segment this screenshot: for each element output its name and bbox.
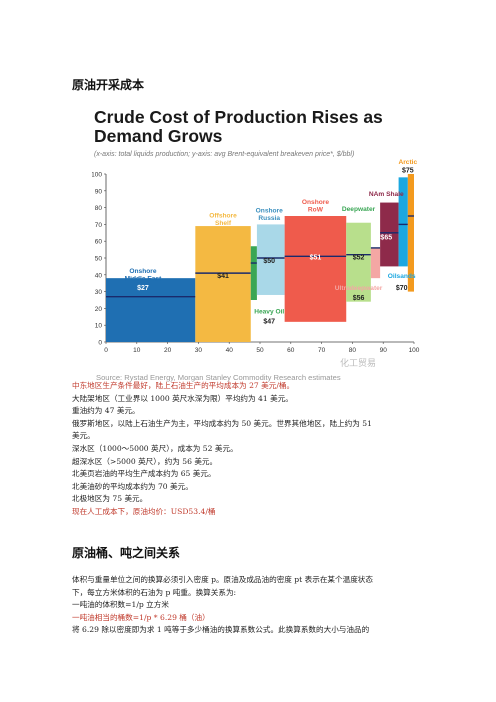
- x-tick-label: 0: [104, 347, 108, 354]
- section-heading-production-cost: 原油开采成本: [72, 78, 145, 92]
- bar-arctic: [407, 174, 414, 292]
- x-tick-label: 80: [349, 347, 357, 354]
- chart-title-line1: Crude Cost of Production Rises as: [94, 107, 383, 127]
- y-tick-label: 80: [95, 205, 103, 212]
- y-tick-label: 50: [95, 256, 103, 263]
- bar-oilsands: [398, 177, 408, 267]
- x-tick-label: 20: [164, 347, 172, 354]
- x-tick-label: 100: [409, 347, 420, 354]
- value-label: $51: [310, 255, 322, 262]
- value-label: $75: [402, 167, 414, 174]
- chart-source: Source: Rystad Energy, Morgan Stanley Co…: [96, 373, 341, 382]
- cost-text-line: 大陆架地区（工业界以 1000 英尺水深为限）平均约为 41 美元。: [72, 393, 293, 403]
- section-heading-barrel-ton: 原油桶、吨之间关系: [72, 546, 181, 560]
- category-label: Onshore: [302, 199, 329, 206]
- x-tick-label: 60: [287, 347, 295, 354]
- y-tick-label: 90: [95, 188, 103, 195]
- y-tick-label: 20: [95, 306, 103, 313]
- y-tick-label: 70: [95, 222, 103, 229]
- barrel-ton-paragraph: 体积与重量单位之间的换算必须引入密度 p。原油及成品油的密度 pt 表示在某个温…: [72, 574, 428, 637]
- cost-text-line: 北极地区为 75 美元。: [72, 494, 148, 504]
- category-label: RoW: [308, 207, 324, 214]
- value-label: $50: [263, 258, 275, 265]
- x-tick-label: 70: [318, 347, 326, 354]
- bar-heavy-oil: [250, 246, 257, 300]
- category-label: Onshore: [256, 208, 283, 215]
- x-tick-label: 30: [195, 347, 203, 354]
- chart-svg: Crude Cost of Production Rises as Demand…: [92, 107, 420, 382]
- cost-text-line: 中东地区生产条件最好，陆上石油生产的平均成本为 27 美元/桶。: [72, 381, 295, 390]
- conversion-text-line: 体积与重量单位之间的换算必须引入密度 p。原油及成品油的密度 pt 表示在某个温…: [72, 575, 373, 584]
- category-label: Shelf: [215, 220, 232, 227]
- value-label: $27: [137, 285, 149, 292]
- category-label: Onshore: [129, 268, 156, 275]
- bar-offshore-shelf: [195, 226, 251, 342]
- conversion-text-line: 一吨油的体积数=1/p 立方米: [72, 600, 169, 610]
- y-tick-label: 40: [95, 272, 103, 279]
- category-label: Russia: [258, 215, 280, 222]
- cost-text-line: 美元。: [72, 431, 95, 441]
- bar-deepwater: [346, 222, 371, 302]
- conversion-text-line: 一吨油相当的桶数=1/p * 6.29 桶（油）: [72, 612, 210, 622]
- x-tick-label: 10: [133, 347, 141, 354]
- value-label: $47: [263, 319, 275, 326]
- x-tick-label: 50: [256, 347, 264, 354]
- category-label: Ultradeepwater: [335, 285, 383, 292]
- category-label: Middle East: [125, 276, 162, 283]
- category-label: Deepwater: [342, 206, 376, 213]
- x-tick-label: 40: [226, 347, 234, 354]
- bar-onshore-middle-east: [106, 278, 196, 342]
- value-label: $56: [353, 295, 365, 302]
- cost-text-line: 超深水区（>5000 英尺），约为 56 美元。: [72, 456, 218, 466]
- bar-nam-shale: [380, 202, 399, 267]
- bar-onshore-russia: [256, 224, 285, 295]
- cost-of-production-chart: Crude Cost of Production Rises as Demand…: [92, 104, 428, 386]
- conversion-text-line: 将 6.29 除以密度即为求 1 吨等于多少桶油的换算系数公式。此换算系数的大小…: [72, 625, 370, 635]
- cost-text-line: 重油约为 47 美元。: [72, 406, 140, 416]
- value-label: $65: [380, 235, 392, 242]
- y-tick-label: 60: [95, 239, 103, 246]
- cost-text-line: 北美油砂的平均成本约为 70 美元。: [72, 481, 193, 491]
- category-label: Offshore: [209, 213, 237, 220]
- cost-text-line: 现在人工成本下，原油均价：USD53.4/桶: [72, 506, 216, 516]
- watermark-text: 化工贸易: [340, 359, 377, 369]
- category-label: Arctic: [398, 159, 417, 166]
- plot-area: 0 10 20 30 40 50 60 70 80 90 100 0 10 20 30 40 50 60 70 80 9…: [92, 159, 420, 354]
- chart-title-line2: Demand Grows: [94, 126, 223, 146]
- y-tick-label: 30: [95, 289, 103, 296]
- y-tick-label: 100: [92, 172, 102, 179]
- value-label: $41: [217, 273, 229, 280]
- cost-text-line: 俄罗斯地区，以陆上石油生产为主，平均成本约为 50 美元。世界其他地区，陆上约为…: [72, 418, 372, 428]
- bar-onshore-row: [284, 216, 347, 322]
- value-label: $70: [396, 285, 408, 292]
- cost-text-line: 北美页岩油的平均生产成本约为 65 美元。: [72, 469, 216, 479]
- value-label: $52: [353, 255, 365, 262]
- chart-subtitle: (x-axis: total liquids production; y-axi…: [94, 151, 354, 158]
- conversion-text-line: 下，每立方米体积的石油为 p 吨重。换算关系为:: [72, 587, 237, 597]
- y-tick-label: 10: [95, 323, 103, 330]
- category-label: Heavy Oil: [254, 308, 284, 315]
- y-tick-label: 0: [98, 340, 102, 347]
- production-cost-paragraph: 中东地区生产条件最好，陆上石油生产的平均成本为 27 美元/桶。 大陆架地区（工业…: [72, 380, 428, 519]
- category-label: Oilsands: [388, 273, 416, 280]
- x-tick-label: 90: [380, 347, 388, 354]
- category-label: NAm Shale: [369, 191, 404, 198]
- cost-text-line: 深水区（1000～5000 英尺），成本为 52 美元。: [72, 443, 238, 453]
- bar-ultradeepwater: [370, 247, 381, 279]
